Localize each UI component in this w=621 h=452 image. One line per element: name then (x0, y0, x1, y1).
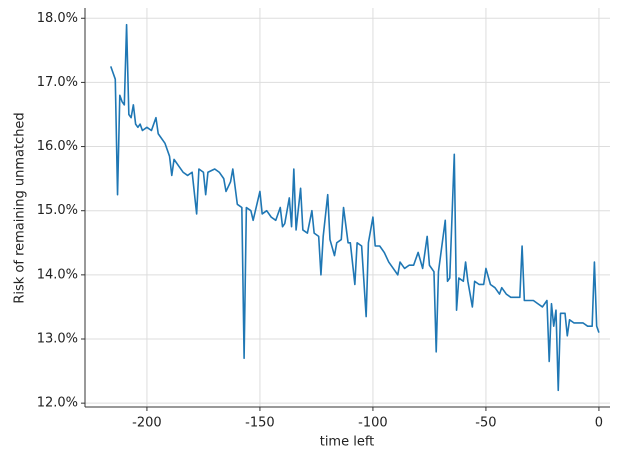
x-tick-label: 0 (595, 416, 603, 431)
y-tick-label: 18.0% (37, 11, 78, 26)
y-axis-label: Risk of remaining unmatched (13, 112, 28, 303)
x-tick-label: -50 (475, 416, 496, 431)
x-tick-label: -200 (132, 416, 162, 431)
x-tick-label: -150 (245, 416, 275, 431)
line (110, 23, 600, 392)
y-tick-label: 17.0% (37, 75, 78, 90)
y-tick-label: 14.0% (37, 267, 78, 282)
y-tick-label: 12.0% (37, 396, 78, 411)
y-tick-label: 13.0% (37, 332, 78, 347)
x-tick-label: -100 (358, 416, 388, 431)
y-tick-label: 15.0% (37, 203, 78, 218)
y-tick-label: 16.0% (37, 139, 78, 154)
x-axis-label: time left (320, 435, 375, 450)
